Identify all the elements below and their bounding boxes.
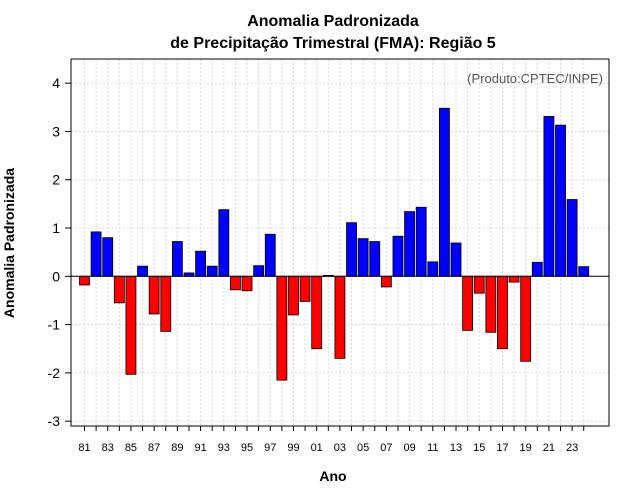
bar-2019 bbox=[520, 275, 532, 362]
bar-2009 bbox=[404, 211, 415, 277]
x-tick-label: 81 bbox=[78, 442, 90, 454]
bar-2005 bbox=[357, 238, 369, 277]
bar-2000 bbox=[299, 275, 311, 302]
bar-2010 bbox=[415, 206, 427, 277]
bar-2003 bbox=[334, 275, 346, 359]
y-tick-label: 2 bbox=[52, 172, 60, 188]
bar-1996 bbox=[253, 265, 265, 277]
bar-2013 bbox=[450, 242, 462, 277]
bar-2006 bbox=[369, 241, 381, 277]
x-tick-label: 19 bbox=[520, 442, 532, 454]
bar-1998 bbox=[276, 275, 288, 381]
bar-1987 bbox=[148, 275, 160, 315]
bar-2023 bbox=[566, 199, 578, 277]
y-tick-label: 0 bbox=[52, 268, 60, 284]
x-tick-label: 21 bbox=[543, 442, 555, 454]
x-tick-label: 89 bbox=[171, 442, 183, 454]
chart-title-line1: Anomalia Padronizada bbox=[247, 13, 419, 30]
bar-1999 bbox=[288, 275, 299, 316]
y-tick-label: -1 bbox=[48, 317, 61, 333]
bar-2022 bbox=[555, 124, 566, 277]
bar-2015 bbox=[473, 275, 485, 294]
x-tick-label: 95 bbox=[241, 442, 253, 454]
x-tick-label: 83 bbox=[102, 442, 114, 454]
x-tick-label: 11 bbox=[427, 442, 438, 454]
bar-1982 bbox=[90, 231, 102, 277]
x-tick-label: 17 bbox=[496, 442, 508, 454]
bar-2001 bbox=[311, 275, 323, 350]
x-tick-label: 91 bbox=[194, 442, 206, 454]
y-axis-label: Anomalia Padronizada bbox=[1, 168, 17, 318]
x-tick-label: 01 bbox=[311, 442, 323, 454]
bar-1993 bbox=[218, 209, 230, 277]
x-axis-label: Ano bbox=[319, 468, 346, 484]
bar-1983 bbox=[102, 237, 114, 277]
y-tick-label: -2 bbox=[48, 365, 61, 381]
x-axis: 81 83 85 87 89 91 93 95 97 99 01 03 05 07 09 11 13 15 17 19… bbox=[78, 426, 585, 454]
bar-1994 bbox=[230, 275, 241, 291]
bar-1989 bbox=[171, 241, 183, 277]
x-tick-label: 15 bbox=[473, 442, 485, 454]
bar-2021 bbox=[543, 116, 555, 277]
bar-2024 bbox=[578, 266, 590, 277]
x-tick-label: 93 bbox=[218, 442, 230, 454]
bar-1991 bbox=[195, 250, 207, 277]
bar-1997 bbox=[264, 233, 276, 277]
y-tick-label: 3 bbox=[52, 123, 60, 139]
x-tick-label: 07 bbox=[380, 442, 392, 454]
bar-1990 bbox=[183, 272, 195, 277]
bar-2012 bbox=[439, 107, 450, 277]
x-tick-label: 05 bbox=[357, 442, 369, 454]
x-tick-label: 23 bbox=[566, 442, 578, 454]
bar-2018 bbox=[508, 275, 520, 283]
bar-1995 bbox=[241, 275, 253, 292]
bar-1984 bbox=[113, 275, 125, 304]
bar-1985 bbox=[125, 275, 137, 375]
x-tick-label: 97 bbox=[264, 442, 276, 454]
bars bbox=[79, 107, 590, 381]
bar-2008 bbox=[392, 235, 404, 277]
x-tick-label: 87 bbox=[148, 442, 160, 454]
bar-1992 bbox=[206, 265, 218, 277]
bar-1981 bbox=[79, 275, 90, 286]
source-note: (Produto:CPTEC/INPE) bbox=[467, 71, 603, 86]
bar-2017 bbox=[497, 275, 508, 350]
y-axis: -3 -2 -1 0 1 2 3 4 bbox=[48, 75, 71, 429]
bar-1986 bbox=[137, 265, 148, 277]
y-tick-label: 1 bbox=[52, 220, 60, 236]
x-tick-label: 03 bbox=[334, 442, 346, 454]
chart-title-line2: de Precipitação Trimestral (FMA): Região… bbox=[170, 35, 496, 52]
x-tick-label: 13 bbox=[450, 442, 462, 454]
x-tick-label: 09 bbox=[403, 442, 415, 454]
bar-2004 bbox=[346, 222, 357, 277]
grid bbox=[71, 59, 609, 426]
y-tick-label: 4 bbox=[52, 75, 60, 91]
bar-1988 bbox=[160, 275, 172, 332]
x-tick-label: 85 bbox=[125, 442, 137, 454]
y-tick-label: -3 bbox=[48, 413, 61, 429]
plot-frame bbox=[70, 58, 610, 427]
bar-2014 bbox=[462, 275, 474, 331]
bar-2011 bbox=[427, 261, 439, 277]
bar-2007 bbox=[380, 275, 392, 288]
x-tick-label: 99 bbox=[287, 442, 299, 454]
bar-2016 bbox=[485, 275, 497, 333]
bar-2020 bbox=[531, 261, 543, 277]
